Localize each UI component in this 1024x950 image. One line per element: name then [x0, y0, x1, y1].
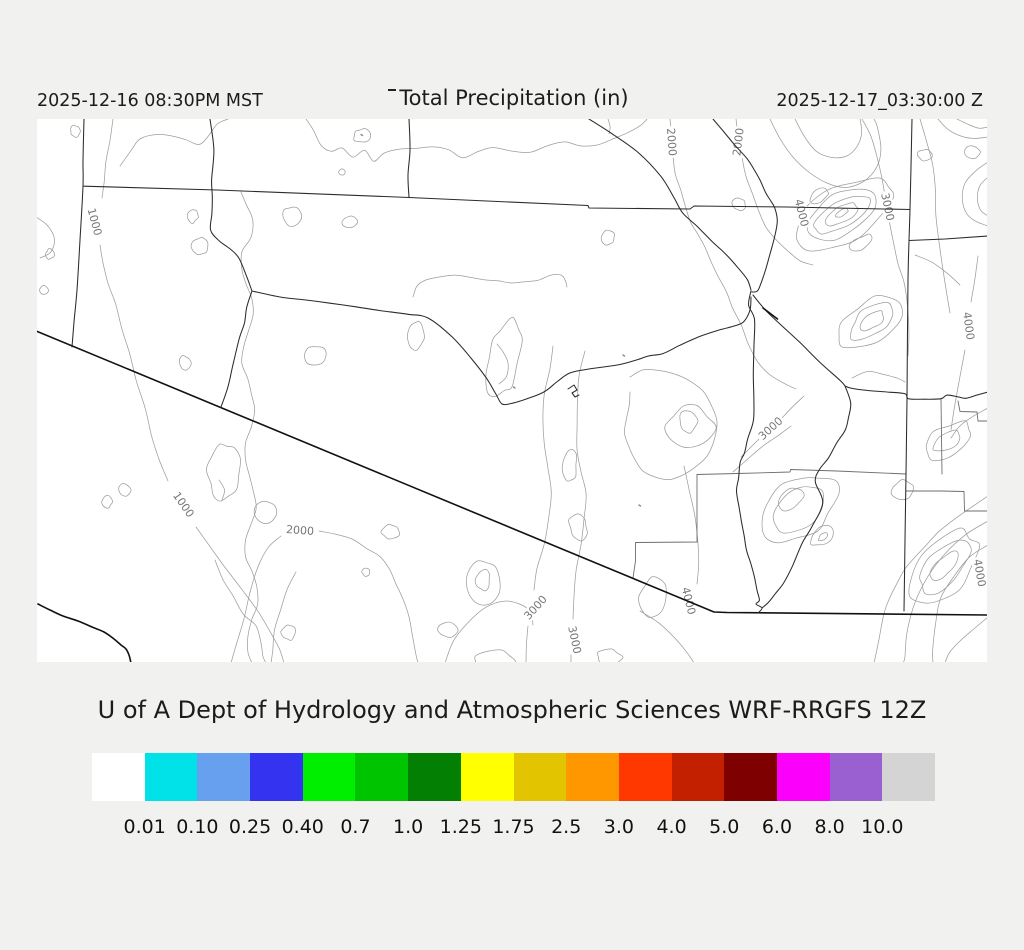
colorbar-label: 0.10	[176, 816, 219, 838]
colorbar-label: 0.25	[228, 816, 272, 838]
colorbar-segment	[829, 753, 883, 801]
contour-label: 4000	[792, 198, 811, 228]
contour-label: 2000	[286, 523, 315, 538]
colorbar-label: 0.01	[123, 816, 166, 838]
colorbar-segment	[882, 753, 935, 801]
contour-label: 3000	[521, 593, 549, 623]
colorbar-label: 4.0	[656, 816, 687, 838]
colorbar-label: 5.0	[709, 816, 740, 838]
precipitation-map: 1000 1000 2000 2000 2000 3000 4000 4000 3000 4000…	[37, 119, 987, 662]
contour-label: 2000	[730, 127, 746, 156]
colorbar-segment	[92, 753, 145, 801]
colorbar-segment	[302, 753, 356, 801]
contour-label: 1000	[170, 490, 197, 520]
colorbar-label: 1.0	[393, 816, 424, 838]
colorbar-segment	[724, 753, 777, 801]
terrain-contours	[37, 119, 987, 662]
colorbar-label: 10.0	[861, 816, 904, 838]
colorbar-label: 0.40	[281, 816, 324, 838]
caption: U of A Dept of Hydrology and Atmospheric…	[97, 696, 927, 724]
colorbar-label: 8.0	[814, 816, 845, 838]
contour-label: 4000	[971, 558, 987, 588]
contour-label: 1000	[85, 207, 105, 237]
colorbar-segment	[250, 753, 303, 801]
colorbar-segment	[460, 753, 514, 801]
colorbar-label: 1.75	[492, 816, 535, 838]
colorbar-segment	[144, 753, 198, 801]
colorbar-segment	[566, 753, 619, 801]
colorbar-scale-labels: 0.01 0.10 0.25 0.40 0.7 1.0 1.25 1.75 2.5 3.0 4.0 5…	[0, 816, 1024, 838]
colorbar-label: 1.25	[439, 816, 482, 838]
colorbar-segment	[776, 753, 830, 801]
colorbar-label: 2.5	[551, 816, 582, 838]
colorbar-segment	[355, 753, 409, 801]
valid-timestamp: 2025-12-17_03:30:00 Z	[776, 91, 983, 111]
colorbar-label: 0.7	[340, 816, 371, 838]
colorbar	[92, 753, 935, 801]
boundary-lines	[37, 119, 987, 662]
tick-mark	[388, 89, 396, 91]
colorbar-segment	[408, 753, 461, 801]
colorbar-segment	[671, 753, 725, 801]
contour-label: 3000	[565, 625, 584, 655]
colorbar-label: 6.0	[761, 816, 793, 838]
run-init-timestamp: 2025-12-16 08:30PM MST	[37, 91, 263, 111]
plot-title: Total Precipitation (in)	[399, 86, 629, 110]
colorbar-segment	[197, 753, 251, 801]
colorbar-segment	[513, 753, 567, 801]
contour-label: 4000	[960, 311, 977, 341]
contour-label: 2000	[664, 128, 679, 157]
colorbar-label: 3.0	[603, 816, 634, 838]
colorbar-segment	[618, 753, 672, 801]
